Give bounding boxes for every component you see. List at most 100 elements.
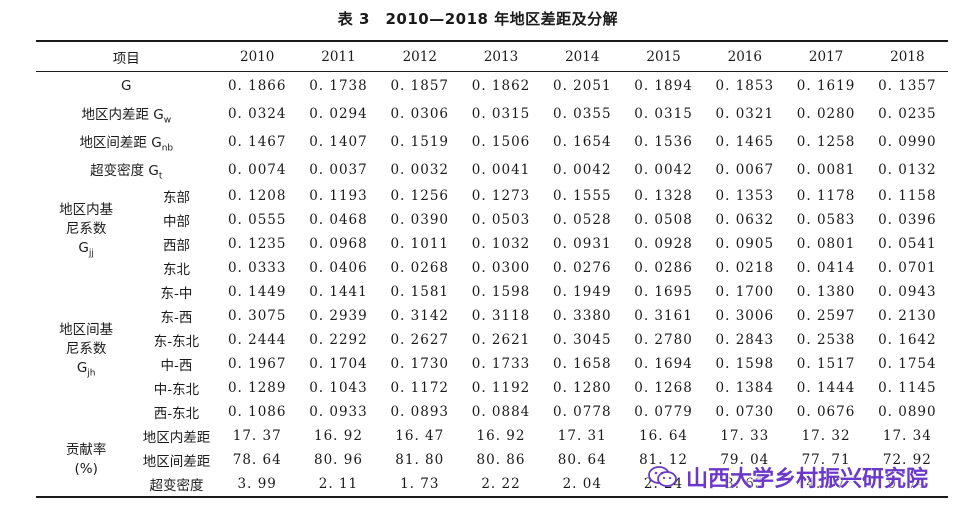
cell-value: 0. 0632 bbox=[715, 212, 775, 228]
row-label: 中-东北 bbox=[153, 382, 200, 398]
cell-value: 0. 0541 bbox=[878, 236, 937, 252]
cell-value: 0. 1536 bbox=[634, 134, 693, 150]
cell-value: 0. 3142 bbox=[390, 308, 449, 324]
cell-value: 2. 11 bbox=[318, 476, 359, 492]
cell-value: 0. 1407 bbox=[309, 134, 368, 150]
table-row-gjh: 地区间基尼系数 Gjh 东-中 0. 1449 0. 1441 0. 1581 0. 159… bbox=[36, 280, 948, 378]
cell-value: 0. 1654 bbox=[553, 134, 612, 150]
cell-value: 81. 80 bbox=[395, 452, 445, 468]
cell-value: 77. 71 bbox=[801, 452, 851, 468]
table-row-contrib: 地区间差距 78. 64 80. 96 81. 80 80. 86 80. 64 81. 1… bbox=[36, 448, 948, 472]
cell-value: 0. 3045 bbox=[553, 332, 612, 348]
group-label-symbol: G bbox=[78, 239, 89, 256]
cell-value: 0. 0321 bbox=[715, 106, 775, 122]
table-row-gt: 超变密度 Gt 0. 0074 0. 0037 0. 0032 0. 0041 … bbox=[36, 156, 948, 184]
header-year: 2017 bbox=[808, 48, 844, 65]
table-caption: 表 3 2010—2018 年地区差距及分解 bbox=[337, 10, 619, 28]
cell-value: 0. 1642 bbox=[878, 332, 937, 348]
cell-value: 0. 0300 bbox=[471, 260, 531, 276]
cell-value: 0. 0268 bbox=[390, 260, 449, 276]
cell-value: 0. 1193 bbox=[309, 188, 368, 204]
cell-value: 0. 1043 bbox=[309, 380, 368, 396]
cell-value: 0. 1273 bbox=[471, 188, 531, 204]
table-row-gjh: 西-东北 0. 1086 0. 0933 0. 0893 0. 0884 0. 0778 0… bbox=[36, 400, 948, 424]
group-label-text: 贡献率(%) bbox=[65, 442, 107, 477]
cell-value: 0. 2780 bbox=[634, 332, 693, 348]
row-label: 地区内差距 Gw bbox=[36, 100, 217, 128]
cell-value: 0. 1658 bbox=[553, 356, 612, 372]
table-row-gnb: 地区间差距 Gnb 0. 1467 0. 1407 0. 1519 0. 150… bbox=[36, 128, 948, 156]
cell-value: 0. 2051 bbox=[553, 78, 612, 94]
cell-value: 0. 1268 bbox=[634, 380, 693, 396]
cell-value: 0. 1158 bbox=[878, 188, 937, 204]
cell-value: 17. 31 bbox=[557, 428, 607, 444]
cell-value: 0. 1949 bbox=[553, 284, 612, 300]
row-label-text: 超变密度 G bbox=[90, 162, 159, 179]
cell-value: 0. 0730 bbox=[715, 404, 775, 420]
cell-value: 0. 0503 bbox=[471, 212, 531, 228]
group-label: 地区内基尼系数 Gjj bbox=[36, 184, 136, 280]
header-year: 2013 bbox=[483, 48, 519, 65]
cell-value: 79. 04 bbox=[720, 452, 770, 468]
table-row-gjh: 中-东北 0. 1289 0. 1043 0. 1172 0. 1192 0. 1280 0… bbox=[36, 376, 948, 400]
row-label: 东-中 bbox=[160, 286, 193, 302]
cell-value: 0. 1619 bbox=[796, 78, 856, 94]
cell-value: 0. 0280 bbox=[796, 106, 856, 122]
cell-value: 0. 0905 bbox=[715, 236, 775, 252]
table-row-g: G 0. 1866 0. 1738 0. 1857 0. 1862 0. 205… bbox=[36, 72, 948, 101]
table-row-gjh: 东-西 0. 3075 0. 2939 0. 3142 0. 3118 0. 3380 0.… bbox=[36, 304, 948, 328]
table-row-gjh: 中-西 0. 1967 0. 1704 0. 1730 0. 1733 0. 1658 0.… bbox=[36, 352, 948, 376]
cell-value: 0. 0893 bbox=[390, 404, 449, 420]
cell-value: 0. 1754 bbox=[878, 356, 937, 372]
header-year: 2010 bbox=[240, 48, 275, 65]
cell-value: 0. 1289 bbox=[227, 380, 287, 396]
table-row-gjj: 西部 0. 1235 0. 0968 0. 1011 0. 1032 0. 0931 0. … bbox=[36, 232, 948, 256]
cell-value: 0. 1862 bbox=[471, 78, 531, 94]
cell-value: 0. 1280 bbox=[553, 380, 612, 396]
cell-value: 0. 0315 bbox=[471, 106, 531, 122]
cell-value: 0. 0508 bbox=[634, 212, 693, 228]
row-label-text: 地区间差距 G bbox=[79, 134, 162, 151]
row-label: 东-东北 bbox=[153, 334, 200, 350]
header-year: 2011 bbox=[321, 48, 356, 65]
cell-value: 0. 1581 bbox=[390, 284, 449, 300]
cell-value: 0. 0968 bbox=[309, 236, 368, 252]
cell-value: 0. 0355 bbox=[553, 106, 612, 122]
cell-value: 0. 1235 bbox=[227, 236, 287, 252]
cell-value: 0. 0555 bbox=[227, 212, 287, 228]
cell-value: 2. 22 bbox=[481, 476, 521, 492]
cell-value: 0. 0042 bbox=[634, 162, 693, 178]
cell-value: 0. 1444 bbox=[796, 380, 856, 396]
cell-value: 0. 1328 bbox=[634, 188, 693, 204]
row-label-sub: w bbox=[163, 115, 172, 126]
row-label: 东部 bbox=[162, 190, 190, 206]
cell-value: 0. 0390 bbox=[390, 212, 449, 228]
cell-value: 0. 0528 bbox=[553, 212, 612, 228]
header-item: 项目 bbox=[112, 50, 140, 67]
table-row-contrib: 贡献率(%) 地区内差距 17. 37 16. 92 16. 47 16. 92 17. 3… bbox=[36, 424, 948, 477]
cell-value: 3. 63 bbox=[725, 476, 765, 492]
header-year: 2012 bbox=[402, 48, 437, 65]
cell-value: 0. 1853 bbox=[715, 78, 775, 94]
cell-value: 0. 2292 bbox=[309, 332, 368, 348]
cell-value: 0. 1441 bbox=[309, 284, 368, 300]
header-year: 2015 bbox=[646, 48, 681, 65]
cell-value: 0. 1738 bbox=[309, 78, 368, 94]
cell-value: 80. 64 bbox=[557, 452, 607, 468]
cell-value: 0. 0286 bbox=[634, 260, 693, 276]
cell-value: 16. 47 bbox=[395, 428, 445, 444]
cell-value: 0. 1555 bbox=[553, 188, 612, 204]
cell-value: 0. 1256 bbox=[390, 188, 449, 204]
header-year: 2018 bbox=[890, 48, 925, 65]
row-label: 东北 bbox=[162, 262, 190, 278]
cell-value: 0. 1086 bbox=[227, 404, 287, 420]
row-label: 西-东北 bbox=[153, 406, 200, 422]
cell-value: 0. 3380 bbox=[553, 308, 612, 324]
cell-value: 80. 96 bbox=[314, 452, 363, 468]
cell-value: 0. 0306 bbox=[390, 106, 449, 122]
cell-value: 0. 0990 bbox=[878, 134, 937, 150]
cell-value: 78. 64 bbox=[232, 452, 282, 468]
cell-value: 0. 2597 bbox=[796, 308, 856, 324]
cell-value: 0. 1857 bbox=[390, 78, 449, 94]
row-label: 地区间差距 bbox=[142, 454, 211, 470]
